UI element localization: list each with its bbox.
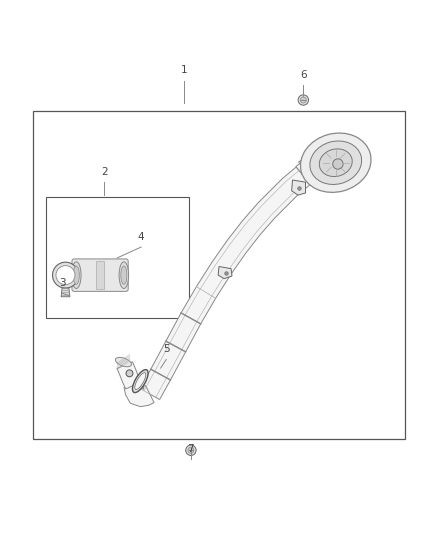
FancyBboxPatch shape [72, 259, 128, 292]
Bar [33, 111, 405, 440]
Ellipse shape [73, 266, 79, 284]
Ellipse shape [319, 149, 352, 176]
Ellipse shape [132, 369, 148, 393]
Text: 3: 3 [59, 278, 66, 288]
Bar [46, 197, 189, 318]
Ellipse shape [310, 141, 362, 184]
Text: 4: 4 [138, 232, 145, 242]
Circle shape [300, 97, 306, 103]
Ellipse shape [300, 133, 371, 192]
Circle shape [53, 262, 78, 288]
Ellipse shape [119, 262, 129, 288]
Ellipse shape [121, 266, 127, 284]
Circle shape [56, 265, 75, 285]
Text: 7: 7 [187, 444, 194, 454]
Text: 2: 2 [101, 167, 108, 177]
Circle shape [126, 370, 133, 377]
Text: 5: 5 [163, 344, 170, 354]
Ellipse shape [71, 262, 81, 288]
Bar [96, 261, 104, 289]
Ellipse shape [135, 373, 146, 390]
Polygon shape [292, 180, 305, 195]
Polygon shape [124, 384, 154, 407]
Text: 1: 1 [181, 66, 188, 75]
Polygon shape [61, 288, 70, 297]
Circle shape [298, 95, 308, 105]
Circle shape [188, 447, 194, 453]
Polygon shape [140, 167, 311, 400]
Polygon shape [218, 266, 232, 279]
Polygon shape [299, 153, 328, 182]
Polygon shape [117, 362, 141, 389]
Polygon shape [296, 154, 326, 185]
Text: 6: 6 [300, 70, 307, 80]
Circle shape [186, 445, 196, 456]
Circle shape [333, 159, 343, 169]
Ellipse shape [115, 358, 131, 367]
